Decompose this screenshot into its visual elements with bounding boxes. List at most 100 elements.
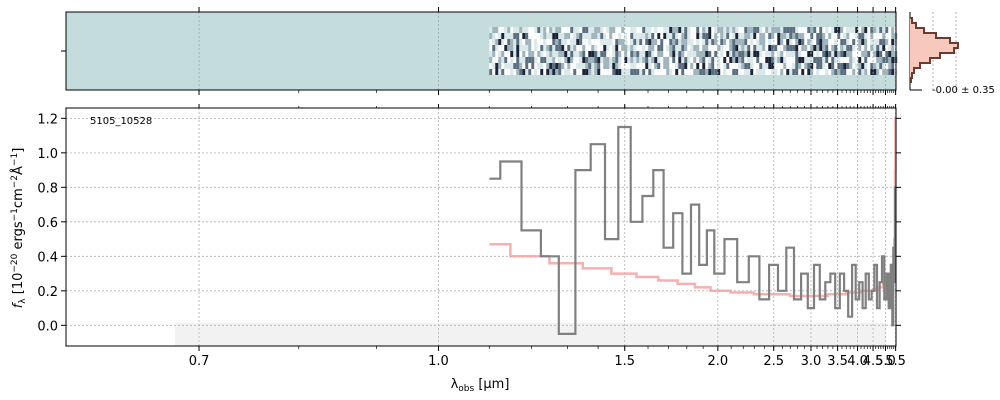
spectrum-2d-pixel xyxy=(867,69,871,75)
spectrum-2d-pixel xyxy=(567,45,571,51)
spectrum-2d-pixel xyxy=(708,33,712,39)
spectrum-2d-pixel xyxy=(537,33,541,39)
spectrum-2d-pixel xyxy=(681,39,685,45)
spectrum-2d-pixel xyxy=(663,63,667,69)
spectrum-2d-pixel xyxy=(861,63,865,69)
x-label-sub: obs xyxy=(458,384,474,394)
spectrum-2d-pixel xyxy=(744,69,748,75)
spectrum-2d-pixel xyxy=(609,69,613,75)
spectrum-2d-pixel xyxy=(534,63,538,69)
spectrum-2d-pixel xyxy=(561,45,565,51)
x-tick-label: 1.0 xyxy=(428,354,449,369)
spectrum-2d-pixel xyxy=(621,57,625,63)
spectrum-2d-pixel xyxy=(591,39,595,45)
spectrum-2d-pixel xyxy=(501,27,505,33)
spectrum-2d-pixel xyxy=(531,63,535,69)
spectrum-2d-pixel xyxy=(696,33,700,39)
spectrum-2d-pixel xyxy=(780,69,784,75)
spectrum-2d-pixel xyxy=(513,63,517,69)
spectrum-2d-pixel xyxy=(777,63,781,69)
spectrum-2d-pixel xyxy=(825,51,829,57)
spectrum-2d-ticks xyxy=(61,7,897,95)
y-tick-label: 0.6 xyxy=(37,216,58,231)
spectrum-2d-pixel xyxy=(492,63,496,69)
spectrum-2d-pixel xyxy=(762,45,766,51)
spectrum-2d-pixel xyxy=(867,33,871,39)
spectrum-2d-pixel xyxy=(660,27,664,33)
spectrum-2d-pixel xyxy=(876,27,880,33)
spectrum-2d-pixel xyxy=(495,27,499,33)
spectrum-2d-pixel xyxy=(492,27,496,33)
spectrum-2d-pixel xyxy=(882,69,886,75)
spectrum-2d-pixel xyxy=(669,45,673,51)
spectrum-2d-pixel xyxy=(717,39,721,45)
spectrum-2d-pixel xyxy=(879,63,883,69)
spectrum-2d-pixel xyxy=(840,33,844,39)
spectrum-2d-pixel xyxy=(582,69,586,75)
spectrum-2d-pixel xyxy=(828,51,832,57)
spectrum-2d-pixel xyxy=(600,51,604,57)
spectrum-2d-pixel xyxy=(669,51,673,57)
spectrum-2d-pixel xyxy=(615,33,619,39)
spectrum-2d-pixel xyxy=(849,51,853,57)
spectrum-2d-pixel xyxy=(870,45,874,51)
spectrum-2d-pixel xyxy=(678,33,682,39)
spectrum-2d-pixel xyxy=(495,57,499,63)
spectrum-2d-pixel xyxy=(654,51,658,57)
spectrum-2d-pixel xyxy=(573,51,577,57)
spectrum-2d-pixel xyxy=(501,39,505,45)
spectrum-2d-pixel xyxy=(774,57,778,63)
spectrum-2d-pixel xyxy=(831,27,835,33)
spectrum-2d-pixel xyxy=(735,33,739,39)
spectrum-2d-pixel xyxy=(717,69,721,75)
spectrum-2d-pixel xyxy=(789,63,793,69)
spectrum-2d-pixel xyxy=(771,27,775,33)
spectrum-2d-pixel xyxy=(567,57,571,63)
spectrum-2d-pixel xyxy=(558,69,562,75)
spectrum-2d-pixel xyxy=(498,57,502,63)
spectrum-2d-pixel xyxy=(552,45,556,51)
spectrum-2d-pixel xyxy=(555,27,559,33)
spectrum-2d-pixel xyxy=(675,33,679,39)
spectrum-2d-pixel xyxy=(834,39,838,45)
spectrum-2d-pixel xyxy=(699,45,703,51)
spectrum-2d-pixel xyxy=(603,27,607,33)
spectrum-2d-pixel xyxy=(648,33,652,39)
spectrum-2d-pixel xyxy=(495,33,499,39)
spectrum-2d-pixel xyxy=(660,33,664,39)
spectrum-2d-pixel xyxy=(591,45,595,51)
spectrum-2d-pixel xyxy=(621,27,625,33)
spectrum-2d-pixel xyxy=(537,51,541,57)
spectrum-2d-pixel xyxy=(828,27,832,33)
spectrum-2d-pixel xyxy=(513,39,517,45)
spectrum-2d-pixel xyxy=(504,39,508,45)
spectrum-2d-pixel xyxy=(852,33,856,39)
spectrum-2d-pixel xyxy=(627,27,631,33)
spectrum-2d-pixel xyxy=(624,45,628,51)
spectrum-2d-pixel xyxy=(666,51,670,57)
spectrum-2d-pixel xyxy=(555,45,559,51)
spectrum-2d-pixel xyxy=(561,39,565,45)
spectrum-2d-pixel xyxy=(630,69,634,75)
spectrum-2d-pixel xyxy=(522,27,526,33)
spectrum-2d-pixel xyxy=(789,45,793,51)
spectrum-2d-pixel xyxy=(492,51,496,57)
spectrum-2d-pixel xyxy=(708,27,712,33)
spectrum-2d-pixel xyxy=(708,63,712,69)
spectrum-2d-pixel xyxy=(546,39,550,45)
spectrum-2d-pixel xyxy=(753,27,757,33)
spectrum-2d-pixel xyxy=(864,45,868,51)
spectrum-2d-pixel xyxy=(528,39,532,45)
spectrum-2d-pixel xyxy=(603,33,607,39)
spectrum-2d-pixel xyxy=(849,27,853,33)
spectrum-2d-pixel xyxy=(591,51,595,57)
spectrum-2d-pixel xyxy=(804,63,808,69)
spectrum-2d-pixel xyxy=(684,57,688,63)
spectrum-2d-pixel xyxy=(864,51,868,57)
spectrum-2d-pixel xyxy=(696,27,700,33)
spectrum-2d-pixel xyxy=(600,45,604,51)
spectrum-2d-pixel xyxy=(738,69,742,75)
spectrum-2d-pixel xyxy=(684,27,688,33)
spectrum-2d-pixel xyxy=(750,57,754,63)
spectrum-2d-pixel xyxy=(819,51,823,57)
